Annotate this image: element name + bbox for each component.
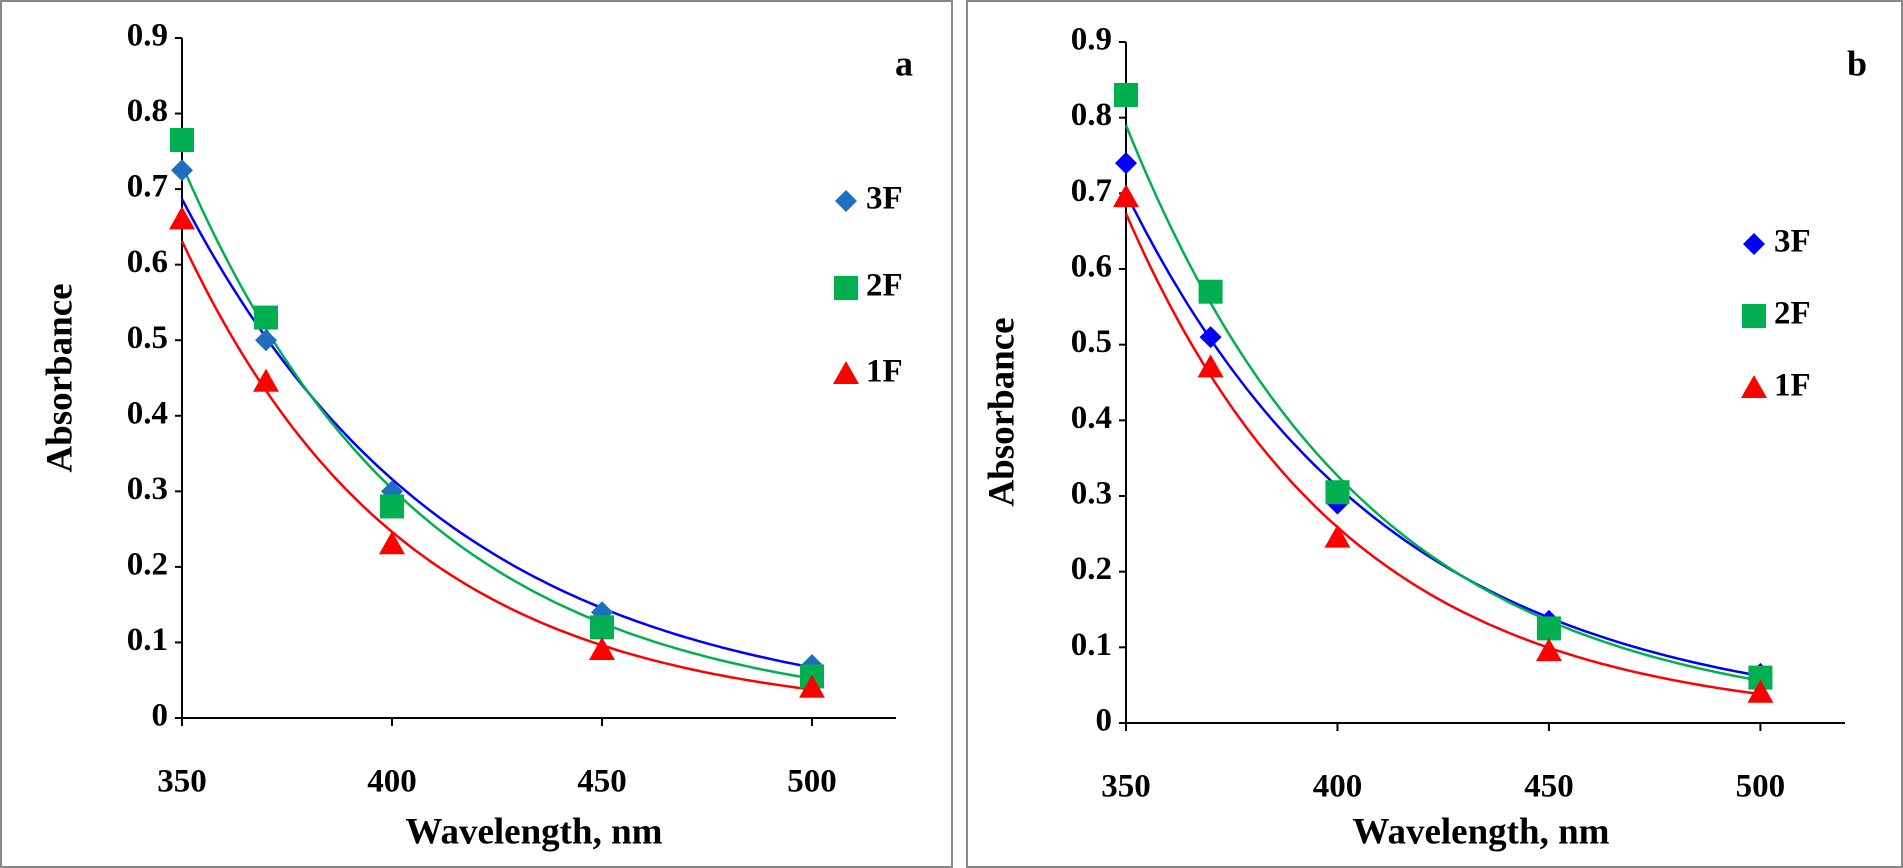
data-point	[1113, 184, 1139, 208]
x-tick-label: 350	[157, 764, 207, 800]
data-point	[1115, 152, 1137, 175]
trendline	[1124, 192, 1761, 678]
legend-marker	[833, 361, 859, 384]
data-point	[1325, 480, 1350, 505]
data-point	[380, 494, 404, 519]
data-point	[1747, 679, 1774, 703]
y-tick-label: 0.1	[1071, 627, 1112, 663]
y-tick-label: 0.6	[127, 244, 168, 280]
data-point	[255, 329, 277, 352]
x-tick-label: 400	[1313, 769, 1363, 805]
data-point	[1199, 326, 1222, 349]
y-tick-label: 0.3	[127, 471, 168, 507]
data-point	[253, 368, 279, 392]
trendline	[180, 240, 813, 691]
y-tick-label: 0	[1096, 703, 1113, 739]
legend-marker	[835, 190, 857, 212]
x-axis-title: Wavelength, nm	[406, 811, 663, 852]
y-tick-label: 0.4	[1071, 400, 1112, 436]
legend-marker	[1743, 233, 1765, 255]
x-tick-label: 500	[787, 764, 837, 800]
trendline	[1124, 212, 1761, 696]
trendline	[1124, 124, 1761, 682]
data-point	[171, 159, 193, 182]
panel-border	[966, 0, 1903, 868]
data-point	[1114, 82, 1138, 107]
x-axis-title: Wavelength, nm	[1353, 811, 1610, 852]
y-tick-label: 0.4	[127, 395, 168, 431]
trendline	[180, 198, 813, 669]
data-point	[589, 637, 615, 660]
data-point	[169, 206, 195, 230]
y-tick-label: 0	[152, 698, 169, 734]
y-tick-label: 0.9	[1071, 22, 1112, 58]
x-tick-label: 400	[367, 764, 417, 800]
y-tick-label: 0.7	[1071, 173, 1112, 209]
y-tick-label: 0.3	[1071, 476, 1112, 512]
legend-marker	[1742, 304, 1766, 328]
x-tick-label: 500	[1736, 769, 1786, 805]
y-tick-label: 0.6	[1071, 249, 1112, 285]
y-tick-label: 0.2	[127, 546, 168, 582]
y-axis-title: Absorbance	[981, 317, 1022, 506]
data-point	[1536, 616, 1561, 641]
y-tick-label: 0.8	[127, 93, 168, 129]
x-tick-label: 350	[1101, 769, 1151, 805]
y-tick-label: 0.5	[1071, 324, 1112, 360]
y-tick-label: 0.1	[127, 622, 168, 658]
panel-label: b	[1847, 43, 1867, 83]
legend-label: 2F	[1774, 296, 1811, 332]
legend-label: 3F	[1774, 224, 1811, 260]
y-tick-label: 0.2	[1071, 551, 1112, 587]
data-point	[379, 531, 405, 555]
data-point	[1535, 638, 1562, 662]
legend-label: 1F	[866, 354, 903, 390]
y-tick-label: 0.8	[1071, 97, 1112, 133]
data-point	[1324, 524, 1351, 548]
legend-label: 3F	[866, 181, 903, 217]
y-tick-label: 0.9	[127, 18, 168, 54]
data-point	[254, 305, 278, 330]
legend-label: 2F	[866, 268, 903, 304]
trendline	[180, 164, 813, 680]
y-axis-title: Absorbance	[39, 283, 80, 472]
legend-label: 1F	[1774, 368, 1811, 404]
data-point	[1198, 279, 1223, 304]
data-point	[799, 674, 825, 698]
y-tick-label: 0.5	[127, 320, 168, 356]
panel-label: a	[895, 43, 913, 83]
x-tick-label: 450	[1524, 769, 1574, 805]
legend-marker	[834, 276, 858, 300]
data-point	[170, 128, 194, 152]
y-tick-label: 0.7	[127, 169, 168, 205]
data-point	[1197, 354, 1224, 378]
legend-marker	[1741, 375, 1767, 398]
data-point	[590, 615, 614, 640]
x-tick-label: 450	[577, 764, 627, 800]
panel-border	[0, 0, 953, 868]
